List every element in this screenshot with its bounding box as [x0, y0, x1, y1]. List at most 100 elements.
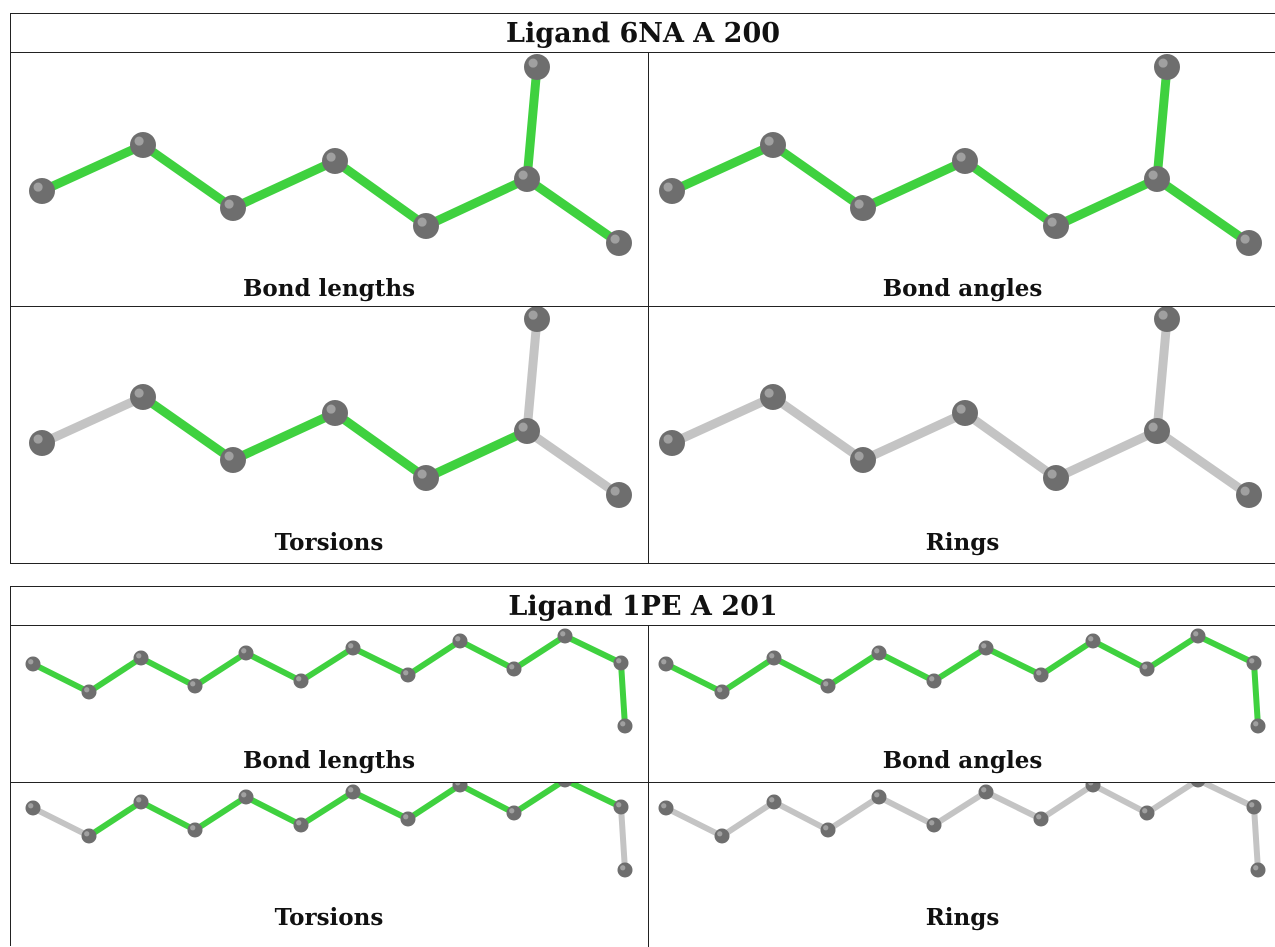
bond	[1152, 426, 1254, 500]
bond-highlighted	[37, 140, 148, 196]
bond-highlighted	[1152, 62, 1172, 184]
panel-label: Rings	[925, 529, 1000, 556]
atom-highlight	[981, 643, 987, 649]
atom	[760, 132, 786, 158]
atom	[238, 789, 254, 805]
panel-label: Bond angles	[882, 275, 1043, 302]
bond	[618, 804, 628, 873]
atom-highlight	[620, 865, 626, 871]
atom-highlight	[1142, 664, 1148, 670]
atom	[400, 811, 416, 827]
bond-highlighted	[1090, 638, 1150, 672]
atom	[820, 678, 836, 694]
bond-highlighted	[1195, 633, 1257, 666]
bond-highlighted	[228, 156, 340, 213]
atom	[452, 783, 468, 793]
molecule-6na	[29, 54, 632, 256]
bond	[1251, 804, 1261, 873]
atom-highlight	[1148, 170, 1158, 180]
atom-highlight	[1148, 422, 1158, 432]
atom-highlight	[518, 170, 528, 180]
bond-highlighted	[86, 799, 144, 839]
molecule-1pe	[658, 783, 1266, 878]
atom	[130, 384, 156, 410]
atom-highlight	[661, 803, 667, 809]
bond-highlighted	[983, 645, 1044, 678]
atom	[714, 828, 730, 844]
panel-label: Bond lengths	[242, 275, 416, 302]
bond	[522, 314, 542, 436]
bond-highlighted	[330, 156, 431, 231]
atom-highlight	[296, 676, 302, 682]
atom	[29, 430, 55, 456]
atom	[1250, 862, 1266, 878]
atom-highlight	[33, 182, 43, 192]
atom	[25, 656, 41, 672]
bond-highlighted	[771, 655, 831, 689]
atom	[617, 718, 633, 734]
atom	[345, 640, 361, 656]
atom-highlight	[1240, 486, 1250, 496]
bond-highlighted	[825, 650, 882, 689]
atom-highlight	[518, 422, 528, 432]
atom-highlight	[509, 664, 515, 670]
bond	[931, 789, 989, 828]
atom-highlight	[1036, 670, 1042, 676]
atom-highlight	[1158, 58, 1168, 68]
bond	[37, 392, 148, 448]
bond-highlighted	[405, 638, 463, 678]
bond-highlighted	[298, 789, 356, 828]
panel-bond-angles: Bond angles	[649, 53, 1275, 306]
atom-highlight	[1088, 636, 1094, 642]
bond	[1152, 314, 1172, 436]
bond	[1038, 783, 1096, 822]
bond-highlighted	[192, 794, 249, 833]
atom-highlight	[764, 136, 774, 146]
bond-highlighted	[562, 633, 624, 666]
atom	[613, 655, 629, 671]
atom	[659, 430, 685, 456]
atom-highlight	[823, 825, 829, 831]
bond-highlighted	[876, 650, 937, 684]
bond-highlighted	[663, 661, 725, 695]
atom	[322, 148, 348, 174]
panel-label: Rings	[925, 904, 1000, 931]
bond	[719, 799, 777, 839]
atom	[558, 783, 572, 788]
atom-highlight	[661, 659, 667, 665]
atom-highlight	[610, 486, 620, 496]
atom	[81, 828, 97, 844]
atom-highlight	[717, 831, 723, 837]
atom	[400, 667, 416, 683]
bond-highlighted	[511, 783, 566, 816]
atom-highlight	[1253, 721, 1259, 727]
atom-highlight	[403, 670, 409, 676]
atom	[1139, 805, 1155, 821]
atom-highlight	[528, 58, 538, 68]
atom-highlight	[854, 451, 864, 461]
atom	[1246, 799, 1262, 815]
atom	[1033, 811, 1049, 827]
atom-highlight	[417, 217, 427, 227]
atom-highlight	[455, 636, 461, 642]
atom	[952, 400, 978, 426]
atom	[606, 482, 632, 508]
atom	[926, 673, 942, 689]
panel-label: Torsions	[274, 904, 384, 931]
atom-highlight	[769, 653, 775, 659]
panel-torsions: Torsions	[11, 307, 647, 564]
bond-highlighted	[30, 661, 92, 695]
ligand-title: Ligand 6NA A 200	[505, 18, 781, 49]
atom	[238, 645, 254, 661]
atom-highlight	[956, 404, 966, 414]
atom	[1139, 661, 1155, 677]
atom-highlight	[136, 797, 142, 803]
atom	[1144, 418, 1170, 444]
divider	[11, 306, 1275, 307]
bond	[1144, 783, 1199, 816]
atom	[187, 822, 203, 838]
bond-highlighted	[768, 140, 868, 213]
atom	[978, 640, 994, 656]
bond-highlighted	[511, 633, 568, 672]
atom	[871, 789, 887, 805]
